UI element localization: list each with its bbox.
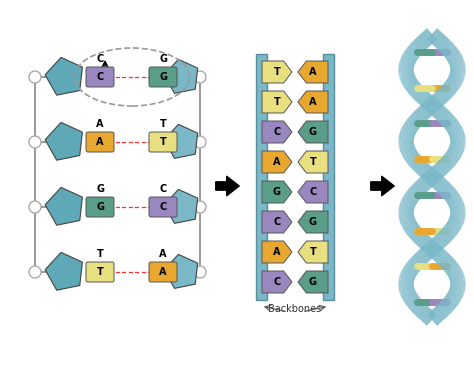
Bar [292,181,298,203]
Polygon shape [262,211,292,233]
FancyBboxPatch shape [86,67,114,87]
Polygon shape [262,181,292,203]
Text: A: A [159,267,167,277]
Bar [323,54,335,300]
Polygon shape [298,271,328,293]
FancyBboxPatch shape [86,132,114,152]
Bar [292,151,298,173]
Text: G: G [309,127,317,137]
Circle shape [194,71,206,83]
Text: G: G [309,277,317,287]
Text: T: T [273,97,281,107]
Polygon shape [262,61,292,83]
Polygon shape [298,181,328,203]
Polygon shape [262,271,292,293]
Text: C: C [96,54,104,64]
Text: G: G [96,202,104,212]
FancyBboxPatch shape [149,197,177,217]
Text: A: A [159,249,167,259]
Text: T: T [160,119,166,129]
Circle shape [194,201,206,213]
Bar [292,241,298,263]
Circle shape [29,136,41,148]
FancyBboxPatch shape [149,132,177,152]
Circle shape [194,136,206,148]
Bar [292,121,298,143]
Text: Backbones: Backbones [268,304,322,314]
Text: C: C [159,202,167,212]
Text: T: T [310,157,316,167]
Polygon shape [298,91,328,113]
Circle shape [194,266,206,278]
Polygon shape [45,187,82,225]
Text: A: A [309,67,317,77]
Circle shape [29,71,41,83]
Text: A: A [273,157,281,167]
Text: C: C [96,72,104,82]
FancyBboxPatch shape [86,262,114,282]
Text: C: C [159,184,167,194]
Text: C: C [273,127,281,137]
FancyArrowPatch shape [216,176,239,196]
Text: T: T [310,247,316,257]
Polygon shape [262,151,292,173]
Text: G: G [309,217,317,227]
Text: C: C [310,187,317,197]
Polygon shape [45,57,82,95]
Text: G: G [159,72,167,82]
Polygon shape [262,91,292,113]
Polygon shape [164,189,198,223]
Polygon shape [164,124,198,158]
Circle shape [29,266,41,278]
FancyBboxPatch shape [86,197,114,217]
FancyArrowPatch shape [371,176,394,196]
Text: T: T [160,137,166,147]
FancyBboxPatch shape [149,67,177,87]
Text: C: C [273,277,281,287]
Circle shape [29,201,41,213]
Polygon shape [298,211,328,233]
Polygon shape [262,121,292,143]
Polygon shape [298,61,328,83]
Text: G: G [159,54,167,64]
Text: A: A [309,97,317,107]
Bar [292,271,298,293]
Text: G: G [273,187,281,197]
Polygon shape [164,60,198,93]
Polygon shape [45,252,82,290]
Text: A: A [273,247,281,257]
Text: T: T [97,249,103,259]
Polygon shape [164,254,198,288]
Bar [255,54,266,300]
Bar [292,211,298,233]
Text: G: G [96,184,104,194]
FancyBboxPatch shape [149,262,177,282]
Polygon shape [298,151,328,173]
Text: T: T [97,267,103,277]
Polygon shape [262,241,292,263]
Text: A: A [96,119,104,129]
Polygon shape [298,241,328,263]
Polygon shape [298,121,328,143]
Text: A: A [96,137,104,147]
Text: C: C [273,217,281,227]
Text: T: T [273,67,281,77]
Bar [292,91,298,113]
Polygon shape [45,122,82,160]
Bar [292,61,298,83]
